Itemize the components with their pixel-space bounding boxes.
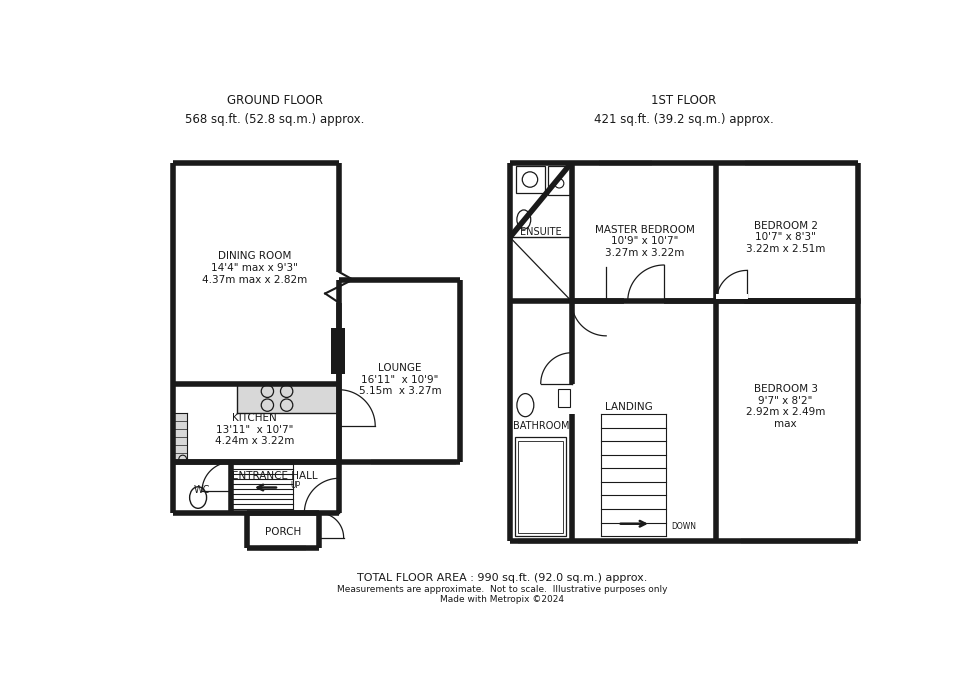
Bar: [260, 545, 306, 550]
Bar: [517, 538, 560, 543]
Bar: [236, 384, 339, 413]
Bar: [715, 294, 748, 299]
Text: 1ST FLOOR
421 sq.ft. (39.2 sq.m.) approx.: 1ST FLOOR 421 sq.ft. (39.2 sq.m.) approx…: [594, 94, 774, 126]
Text: ENTRANCE HALL: ENTRANCE HALL: [232, 471, 318, 481]
Text: DINING ROOM
14'4" max x 9'3"
4.37m max x 2.82m: DINING ROOM 14'4" max x 9'3" 4.37m max x…: [202, 251, 307, 285]
Text: BEDROOM 2
10'7" x 8'3"
3.22m x 2.51m: BEDROOM 2 10'7" x 8'3" 3.22m x 2.51m: [746, 221, 825, 254]
Bar: [518, 441, 564, 533]
Text: BEDROOM 3
9'7" x 8'2"
2.92m x 2.49m
max: BEDROOM 3 9'7" x 8'2" 2.92m x 2.49m max: [746, 384, 825, 429]
Text: TOTAL FLOOR AREA : 990 sq.ft. (92.0 sq.m.) approx.: TOTAL FLOOR AREA : 990 sq.ft. (92.0 sq.m…: [357, 573, 648, 584]
Text: ENSUITE: ENSUITE: [520, 227, 562, 237]
Bar: [741, 538, 849, 543]
Bar: [745, 160, 829, 166]
Text: GROUND FLOOR
568 sq.ft. (52.8 sq.m.) approx.: GROUND FLOOR 568 sq.ft. (52.8 sq.m.) app…: [185, 94, 365, 126]
Text: LANDING: LANDING: [606, 402, 654, 412]
Text: PORCH: PORCH: [265, 527, 301, 537]
Text: KITCHEN
13'11"  x 10'7"
4.24m x 3.22m: KITCHEN 13'11" x 10'7" 4.24m x 3.22m: [215, 413, 294, 446]
Text: Made with Metropix ©2024: Made with Metropix ©2024: [440, 595, 564, 604]
Text: WC: WC: [194, 485, 210, 495]
Bar: [172, 413, 186, 461]
Bar: [558, 389, 570, 407]
Bar: [599, 160, 653, 166]
Text: LOUNGE
16'11"  x 10'9"
5.15m  x 3.27m: LOUNGE 16'11" x 10'9" 5.15m x 3.27m: [359, 363, 441, 396]
Bar: [331, 328, 345, 374]
Bar: [515, 437, 566, 536]
Text: BATHROOM: BATHROOM: [513, 421, 569, 431]
Text: UP: UP: [290, 482, 301, 491]
Text: MASTER BEDROOM
10'9" x 10'7"
3.27m x 3.22m: MASTER BEDROOM 10'9" x 10'7" 3.27m x 3.2…: [595, 225, 695, 257]
Text: Measurements are approximate.  Not to scale.  Illustrative purposes only: Measurements are approximate. Not to sca…: [337, 586, 667, 595]
Bar: [371, 459, 456, 465]
Bar: [549, 167, 570, 195]
Bar: [516, 167, 545, 194]
Text: DOWN: DOWN: [671, 521, 697, 530]
